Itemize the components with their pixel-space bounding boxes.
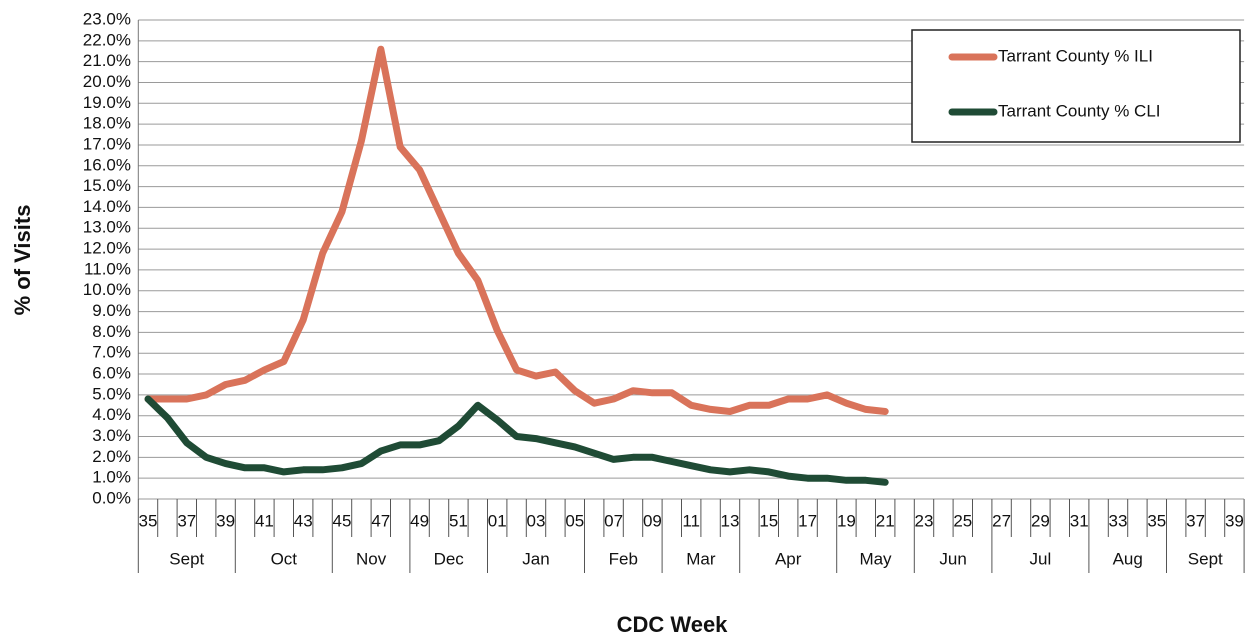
x-tick-label: 35 [1147,511,1166,530]
month-label: Aug [1113,549,1143,568]
month-label: Dec [434,549,465,568]
month-label: Mar [686,549,716,568]
x-tick-label: 05 [565,511,584,530]
x-tick-label: 39 [216,511,235,530]
x-tick-label: 33 [1109,511,1128,530]
x-tick-label: 37 [177,511,196,530]
y-tick-label: 12.0% [83,239,131,258]
month-label: Apr [775,549,802,568]
y-tick-label: 4.0% [92,405,131,424]
x-tick-label: 07 [604,511,623,530]
x-axis-title: CDC Week [617,612,729,637]
x-tick-label: 17 [798,511,817,530]
y-tick-label: 22.0% [83,30,131,49]
legend-box [911,29,1241,143]
series-line [144,45,889,415]
month-label: May [859,549,892,568]
x-tick-label: 43 [294,511,313,530]
x-tick-label: 21 [876,511,895,530]
month-label: Jan [522,549,549,568]
x-tick-label: 39 [1225,511,1244,530]
y-tick-label: 8.0% [92,322,131,341]
y-tick-label: 21.0% [83,51,131,70]
month-label: Jul [1030,549,1052,568]
x-tick-label: 13 [721,511,740,530]
x-tick-label: 45 [333,511,352,530]
y-tick-label: 10.0% [83,280,131,299]
month-label: Sept [169,549,204,568]
x-tick-label: 23 [915,511,934,530]
month-label: Sept [1188,549,1223,568]
x-tick-label: 29 [1031,511,1050,530]
y-tick-label: 11.0% [84,259,131,278]
y-tick-label: 1.0% [92,468,131,487]
x-tick-label: 27 [992,511,1011,530]
month-label: Feb [609,549,638,568]
x-tick-label: 09 [643,511,662,530]
y-tick-label: 9.0% [92,301,131,320]
x-tick-label: 49 [410,511,429,530]
month-label: Nov [356,549,387,568]
x-tick-label: 37 [1186,511,1205,530]
y-axis-title: % of Visits [10,205,35,316]
x-tick-label: 19 [837,511,856,530]
y-tick-label: 16.0% [83,155,131,174]
y-tick-label: 15.0% [83,176,131,195]
y-tick-label: 6.0% [92,364,131,383]
y-tick-label: 20.0% [83,72,131,91]
y-tick-label: 18.0% [83,114,131,133]
series-line [144,395,889,486]
x-tick-label: 51 [449,511,468,530]
x-tick-label: 15 [759,511,778,530]
x-tick-label: 31 [1070,511,1089,530]
y-tick-label: 14.0% [83,197,131,216]
y-tick-label: 3.0% [92,426,131,445]
x-tick-label: 25 [953,511,972,530]
y-tick-label: 13.0% [83,218,131,237]
y-tick-label: 23.0% [83,9,131,28]
x-tick-label: 01 [488,511,507,530]
x-tick-label: 41 [255,511,274,530]
y-tick-label: 19.0% [83,93,131,112]
x-tick-label: 11 [682,511,700,530]
y-tick-label: 2.0% [92,447,131,466]
month-label: Oct [271,549,298,568]
x-tick-label: 35 [139,511,158,530]
x-tick-label: 47 [371,511,390,530]
legend-label: Tarrant County % CLI [998,101,1161,120]
y-tick-label: 0.0% [92,488,131,507]
month-label: Jun [939,549,966,568]
x-tick-label: 03 [527,511,546,530]
y-tick-label: 5.0% [92,384,131,403]
legend-label: Tarrant County % ILI [998,46,1153,65]
y-tick-label: 17.0% [83,134,131,153]
y-tick-label: 7.0% [92,343,131,362]
